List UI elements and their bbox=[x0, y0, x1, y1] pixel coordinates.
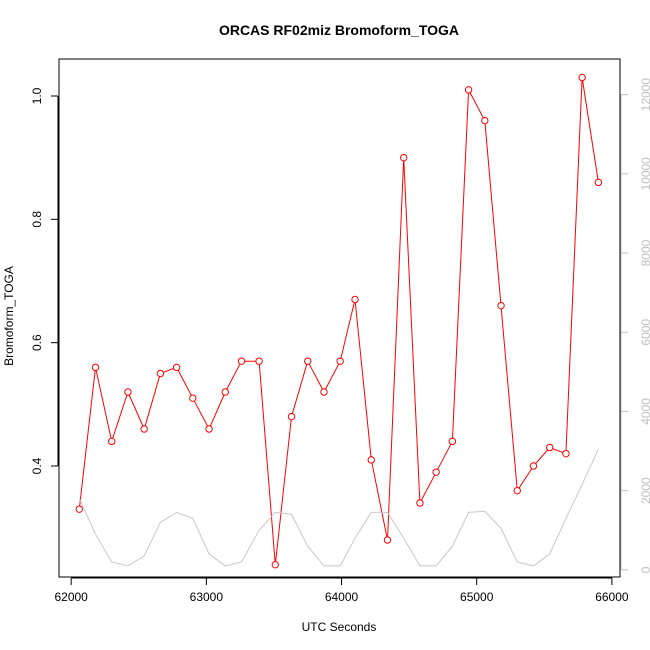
secondary-series-line bbox=[78, 448, 599, 567]
data-point bbox=[432, 468, 440, 476]
data-point bbox=[320, 388, 328, 396]
y-axis-label: Bromoform_TOGA bbox=[2, 266, 16, 366]
y-axis-left: 0.4 0.6 0.8 1.0 bbox=[30, 87, 59, 474]
data-point bbox=[351, 295, 359, 304]
x-tick-label: 62000 bbox=[54, 590, 88, 604]
y2-tick-label: 10000 bbox=[639, 157, 650, 191]
data-point bbox=[189, 394, 197, 402]
data-point bbox=[464, 86, 473, 94]
x-tick-label: 63000 bbox=[190, 590, 224, 604]
y-tick-label: 1.0 bbox=[30, 87, 44, 104]
data-point bbox=[91, 363, 100, 372]
y2-tick-label: 6000 bbox=[639, 319, 650, 346]
y2-tick-label: 2000 bbox=[639, 477, 650, 504]
data-point bbox=[546, 443, 554, 452]
data-point bbox=[513, 486, 521, 495]
data-point bbox=[497, 301, 505, 310]
data-point bbox=[287, 412, 296, 421]
data-point bbox=[367, 456, 375, 464]
y2-tick-label: 12000 bbox=[639, 78, 650, 112]
data-point bbox=[416, 499, 424, 507]
data-point bbox=[304, 357, 312, 365]
data-point bbox=[336, 357, 344, 365]
x-tick-label: 65000 bbox=[460, 590, 494, 604]
data-point bbox=[578, 73, 586, 82]
y2-tick-label: 0 bbox=[639, 566, 650, 573]
y-tick-label: 0.4 bbox=[30, 457, 44, 474]
data-point bbox=[140, 425, 148, 433]
data-point bbox=[400, 153, 408, 162]
data-point bbox=[75, 505, 83, 513]
y2-tick-label: 4000 bbox=[639, 398, 650, 425]
data-point bbox=[448, 437, 457, 446]
plot-frame bbox=[58, 58, 621, 578]
y-tick-label: 0.8 bbox=[30, 211, 44, 228]
data-point bbox=[594, 178, 603, 187]
y-tick-label: 0.6 bbox=[30, 334, 44, 351]
data-point bbox=[255, 357, 263, 365]
y2-tick-label: 8000 bbox=[639, 239, 650, 266]
data-point bbox=[383, 536, 392, 544]
data-point bbox=[156, 369, 165, 378]
series-layer bbox=[75, 73, 603, 569]
data-point bbox=[108, 437, 116, 446]
x-axis-label: UTC Seconds bbox=[302, 620, 377, 634]
x-tick-label: 64000 bbox=[325, 590, 359, 604]
data-point bbox=[205, 425, 213, 433]
data-point bbox=[481, 116, 489, 125]
data-point bbox=[172, 363, 181, 372]
data-point bbox=[529, 462, 538, 470]
data-point bbox=[271, 560, 279, 569]
chart-title: ORCAS RF02miz Bromoform_TOGA bbox=[219, 22, 459, 38]
data-point bbox=[221, 388, 229, 396]
data-point bbox=[124, 388, 132, 396]
y-axis-right: 0 2000 4000 6000 8000 10000 12000 bbox=[620, 78, 650, 573]
x-tick-label: 66000 bbox=[595, 590, 629, 604]
x-axis: 62000 63000 64000 65000 66000 bbox=[54, 577, 629, 604]
data-point bbox=[562, 449, 570, 458]
data-point bbox=[237, 357, 246, 365]
